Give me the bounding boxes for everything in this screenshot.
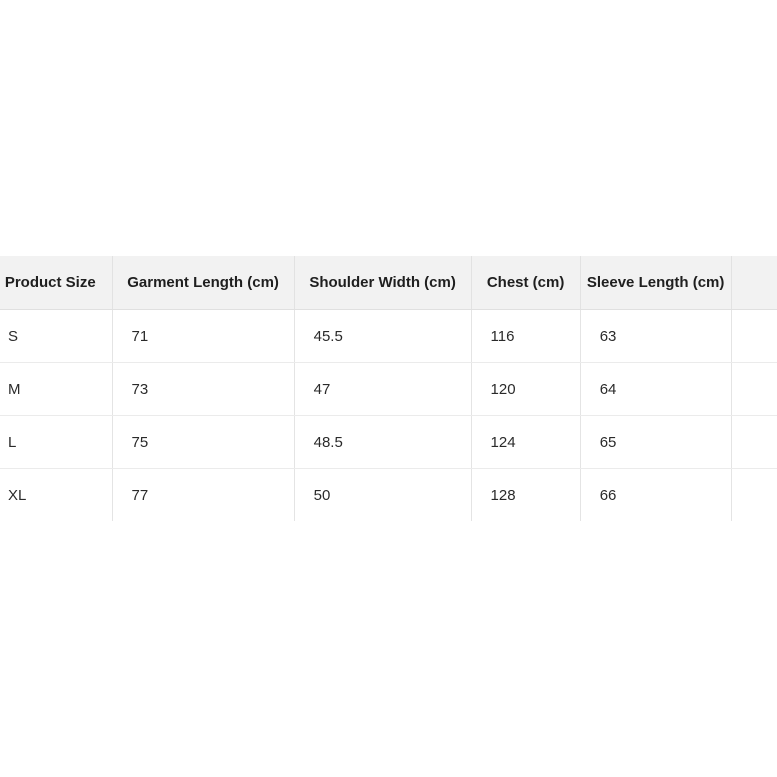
clipped-column-cell bbox=[731, 362, 777, 416]
cell-garment-length: 71 bbox=[112, 309, 295, 363]
header-row: Product Size Garment Length (cm) Shoulde… bbox=[0, 256, 777, 310]
table-row-size-m: M 73 47 120 64 bbox=[0, 362, 777, 416]
cell-chest: 124 bbox=[471, 415, 581, 469]
cell-sleeve-length: 65 bbox=[580, 415, 732, 469]
cell-size: XL bbox=[0, 468, 113, 521]
cell-sleeve-length: 64 bbox=[580, 362, 732, 416]
column-header-chest: Chest (cm) bbox=[471, 256, 581, 310]
cell-shoulder-width: 50 bbox=[294, 468, 472, 521]
clipped-column-cell bbox=[731, 415, 777, 469]
column-header-product-size: Product Size bbox=[0, 256, 113, 310]
cell-chest: 116 bbox=[471, 309, 581, 363]
table-row-size-l: L 75 48.5 124 65 bbox=[0, 415, 777, 469]
cell-sleeve-length: 66 bbox=[580, 468, 732, 521]
size-chart-container: Product Size Garment Length (cm) Shoulde… bbox=[0, 256, 777, 521]
cell-sleeve-length: 63 bbox=[580, 309, 732, 363]
column-header-sleeve-length: Sleeve Length (cm) bbox=[580, 256, 732, 310]
column-header-shoulder-width: Shoulder Width (cm) bbox=[294, 256, 472, 310]
table-row-size-xl: XL 77 50 128 66 bbox=[0, 468, 777, 521]
column-header-garment-length: Garment Length (cm) bbox=[112, 256, 295, 310]
clipped-column-header bbox=[731, 256, 777, 310]
cell-shoulder-width: 45.5 bbox=[294, 309, 472, 363]
cell-size: L bbox=[0, 415, 113, 469]
clipped-column-cell bbox=[731, 309, 777, 363]
cell-garment-length: 73 bbox=[112, 362, 295, 416]
cell-garment-length: 75 bbox=[112, 415, 295, 469]
cell-garment-length: 77 bbox=[112, 468, 295, 521]
cell-chest: 128 bbox=[471, 468, 581, 521]
size-chart-table: Product Size Garment Length (cm) Shoulde… bbox=[0, 256, 777, 521]
cell-size: M bbox=[0, 362, 113, 416]
cell-shoulder-width: 48.5 bbox=[294, 415, 472, 469]
table-row-size-s: S 71 45.5 116 63 bbox=[0, 309, 777, 363]
cell-chest: 120 bbox=[471, 362, 581, 416]
clipped-column-cell bbox=[731, 468, 777, 521]
cell-size: S bbox=[0, 309, 113, 363]
cell-shoulder-width: 47 bbox=[294, 362, 472, 416]
